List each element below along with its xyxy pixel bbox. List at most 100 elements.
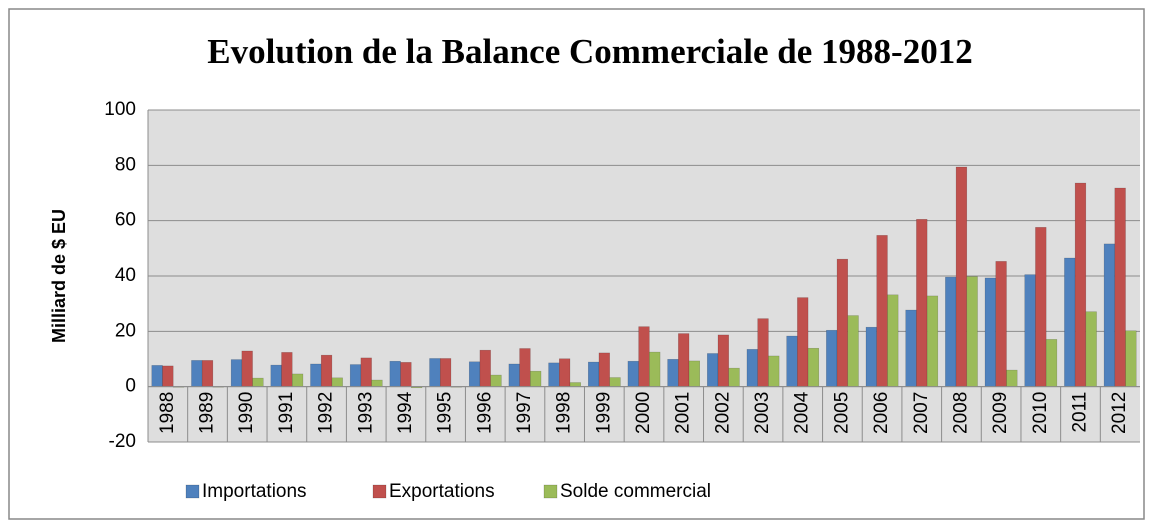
bar <box>320 354 333 387</box>
y-tick-label: 80 <box>115 154 136 175</box>
x-tick-label: 2000 <box>633 392 654 434</box>
x-tick-label: 1988 <box>157 392 178 434</box>
bar <box>490 374 502 387</box>
bar <box>717 334 729 387</box>
x-tick-label: 1995 <box>435 392 456 434</box>
bar <box>1035 227 1047 387</box>
bar <box>688 360 701 387</box>
bar <box>291 373 304 387</box>
bar <box>1064 257 1076 387</box>
bar <box>241 350 253 387</box>
bar <box>847 315 859 387</box>
x-tick-label: 1989 <box>197 392 218 434</box>
bar <box>530 370 542 387</box>
bar <box>768 355 780 387</box>
x-tick-label: 2002 <box>712 392 733 434</box>
legend-label: Exportations <box>389 481 495 502</box>
bar <box>201 360 214 387</box>
bar <box>360 357 372 387</box>
x-tick-label: 1997 <box>514 392 535 434</box>
bar <box>468 361 481 387</box>
bar <box>349 364 362 387</box>
x-tick-label: 1990 <box>236 392 257 434</box>
y-tick-label: 40 <box>115 265 136 286</box>
bar <box>1114 187 1126 387</box>
chart-title: Evolution de la Balance Commerciale de 1… <box>207 32 972 71</box>
bar <box>649 351 661 387</box>
y-tick-label: 100 <box>104 99 136 120</box>
bar <box>627 360 639 387</box>
bar <box>331 377 343 387</box>
bar <box>1085 311 1097 387</box>
bar <box>797 297 809 387</box>
legend-swatch <box>185 484 200 499</box>
x-tick-label: 1992 <box>316 392 337 434</box>
bar <box>609 377 621 387</box>
x-tick-label: 2012 <box>1109 392 1130 434</box>
bar <box>252 377 264 387</box>
bar <box>905 309 917 387</box>
bar <box>371 379 383 387</box>
bar <box>548 362 560 387</box>
bar <box>429 358 441 387</box>
bar <box>757 318 769 387</box>
bar <box>865 326 877 387</box>
x-tick-label: 2001 <box>673 392 694 434</box>
bar <box>151 365 163 387</box>
legend-swatch <box>372 484 387 499</box>
y-tick-label: 60 <box>115 210 136 231</box>
x-tick-label: 2004 <box>792 391 813 434</box>
x-tick-label: 1991 <box>276 392 297 434</box>
bar <box>587 361 600 387</box>
x-tick-label: 1996 <box>474 392 495 434</box>
bar <box>638 326 650 387</box>
bar <box>1045 339 1058 387</box>
x-tick-label: 2005 <box>831 392 852 434</box>
legend-label: Importations <box>202 481 307 502</box>
bar <box>876 235 888 387</box>
bar <box>728 367 740 387</box>
bar <box>667 359 679 387</box>
bar <box>400 362 412 387</box>
bar <box>598 352 610 387</box>
bar <box>1006 369 1018 387</box>
bar <box>310 363 322 387</box>
bar <box>707 353 719 387</box>
y-tick-label: -20 <box>109 431 136 452</box>
bar <box>162 365 174 387</box>
bar <box>270 364 282 387</box>
legend-swatch <box>543 484 558 499</box>
bar <box>559 358 571 387</box>
bar <box>746 349 758 387</box>
bar <box>807 347 820 387</box>
x-tick-label: 2010 <box>1030 392 1051 434</box>
x-tick-label: 2008 <box>950 392 971 434</box>
bar <box>945 276 957 387</box>
bar <box>926 295 939 387</box>
bar <box>786 335 798 387</box>
bar <box>955 166 968 387</box>
x-tick-label: 2006 <box>871 392 892 434</box>
bar <box>826 329 838 387</box>
bar <box>916 219 928 387</box>
bar <box>569 382 581 387</box>
bar <box>1125 330 1137 387</box>
bar <box>519 348 531 387</box>
y-axis-label: Milliard de $ EU <box>49 209 69 343</box>
x-tick-label: 2011 <box>1069 392 1090 433</box>
x-tick-label: 2003 <box>752 392 773 434</box>
bar <box>995 261 1007 387</box>
x-tick-label: 2007 <box>911 392 932 434</box>
bar <box>678 333 690 387</box>
bar <box>887 294 899 387</box>
y-tick-label: 20 <box>115 320 136 341</box>
bar <box>439 358 452 387</box>
x-tick-label: 2009 <box>990 392 1011 434</box>
bar <box>984 277 997 387</box>
bar <box>479 349 491 387</box>
bar <box>191 360 203 387</box>
x-tick-label: 1994 <box>395 391 416 434</box>
x-tick-label: 1999 <box>593 392 614 434</box>
bar <box>1103 243 1116 387</box>
